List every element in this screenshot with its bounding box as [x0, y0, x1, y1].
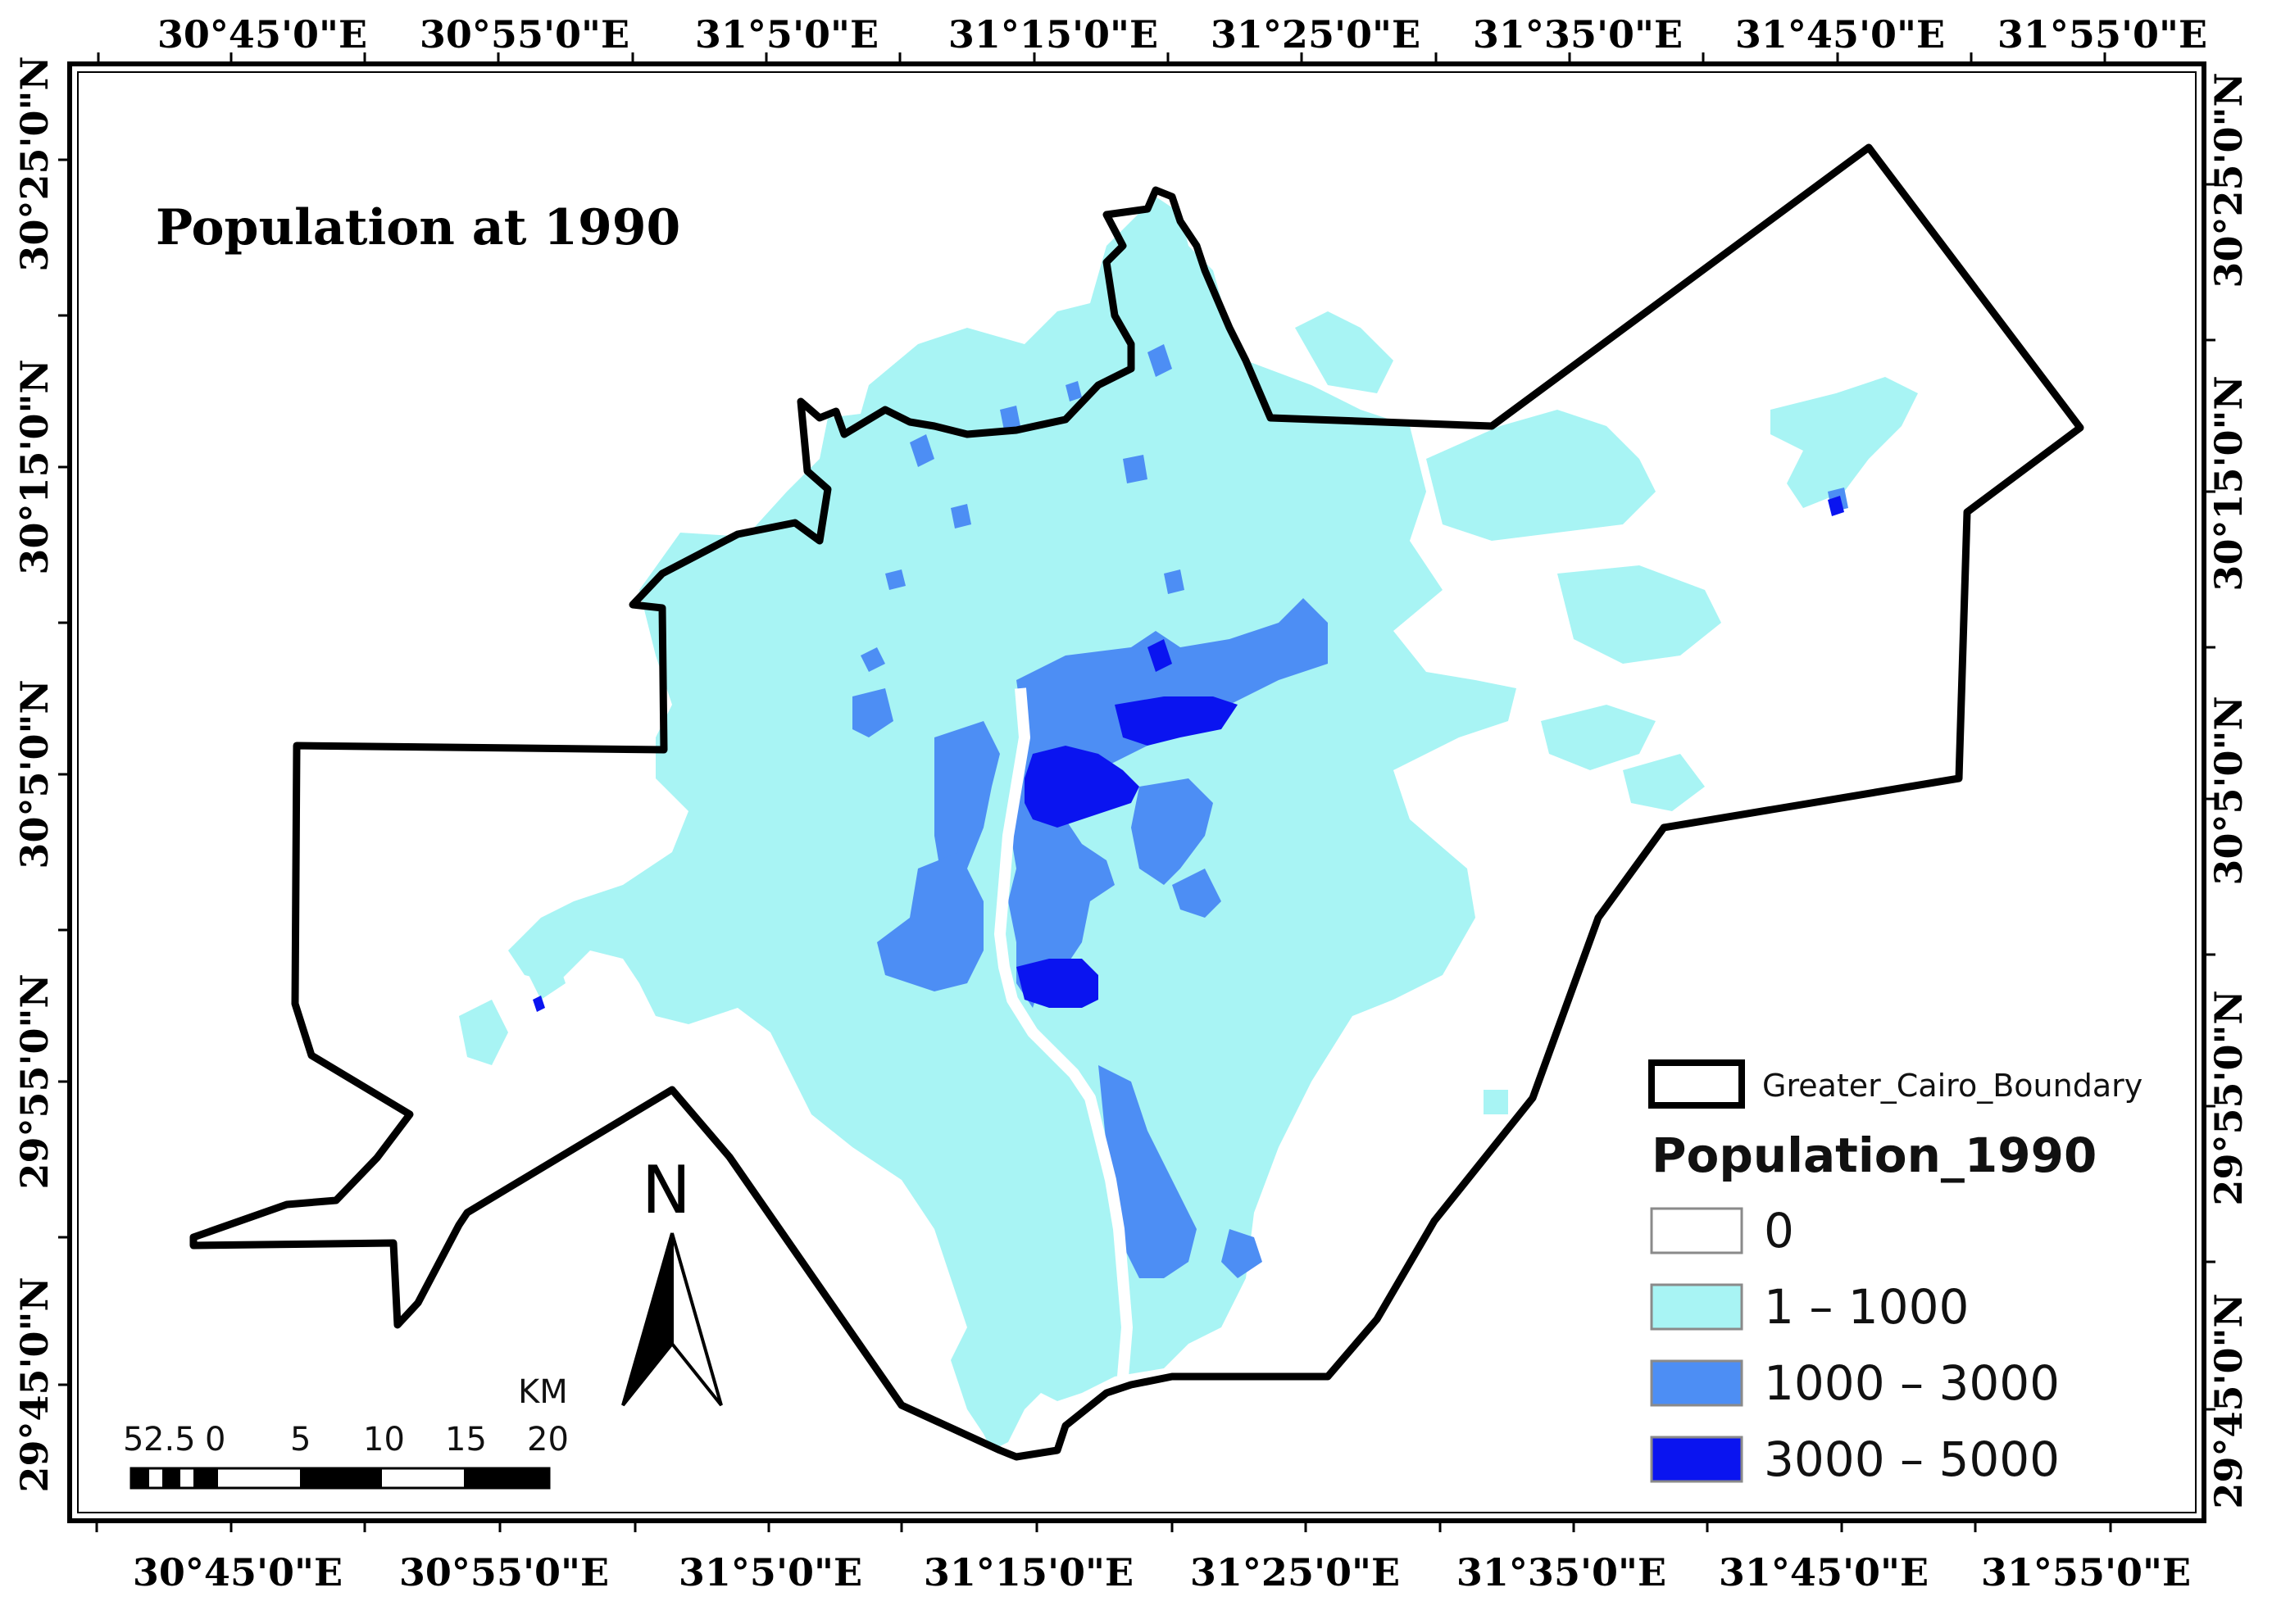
scale-label-5-left: 5: [123, 1421, 143, 1458]
left-latitude-labels: 30°25'0"N 30°15'0"N 30°5'0"N 29°55'0"N 29°45…: [12, 56, 57, 1492]
graticule-ticks: [58, 52, 2215, 1532]
legend-boundary-swatch: [1648, 1059, 1745, 1109]
greater-cairo-boundary: [189, 143, 2084, 1461]
right-lat-label: 30°5'0"N: [2206, 696, 2251, 885]
scale-label-5: 5: [290, 1421, 311, 1458]
legend-class-label: 1000 – 3000: [1764, 1355, 2060, 1411]
top-lon-label: 30°55'0"E: [420, 12, 629, 57]
left-lat-label: 30°25'0"N: [12, 56, 57, 271]
right-lat-label: 29°45'0"N: [2206, 1293, 2251, 1508]
legend-swatch: [1650, 1436, 1743, 1483]
left-lat-label: 29°55'0"N: [12, 973, 57, 1189]
legend-swatch: [1650, 1207, 1743, 1254]
scale-seg-1: [131, 1468, 149, 1488]
top-lon-label: 30°45'0"E: [157, 12, 367, 57]
map-outer-frame: [67, 61, 2206, 1523]
map-title: Population at 1990: [156, 199, 680, 256]
top-lon-label: 31°35'0"E: [1473, 12, 1683, 57]
bottom-lon-label: 31°35'0"E: [1456, 1550, 1666, 1595]
legend-swatch: [1650, 1359, 1743, 1407]
north-arrow: N: [621, 1152, 723, 1407]
bottom-lon-label: 31°5'0"E: [679, 1550, 862, 1595]
legend: Greater_Cairo_Boundary Population_1990 0…: [1648, 1059, 2142, 1487]
legend-title: Population_1990: [1652, 1127, 2097, 1183]
right-latitude-labels: 30°25'0"N 30°15'0"N 30°5'0"N 29°55'0"N 29°45…: [2206, 72, 2251, 1508]
top-longitude-labels: 30°45'0"E 30°55'0"E 31°5'0"E 31°15'0"E 31°25…: [157, 12, 2207, 57]
scale-label-10: 10: [363, 1421, 405, 1458]
left-lat-label: 29°45'0"N: [12, 1277, 57, 1492]
scale-label-20: 20: [527, 1421, 569, 1458]
north-arrow-label: N: [642, 1152, 691, 1228]
right-lat-label: 30°15'0"N: [2206, 375, 2251, 591]
scale-seg-5: [464, 1468, 549, 1488]
bottom-lon-label: 30°55'0"E: [399, 1550, 609, 1595]
scale-label-2-5: 2.5: [143, 1421, 196, 1458]
left-lat-label: 30°15'0"N: [12, 359, 57, 574]
legend-swatch: [1650, 1283, 1743, 1331]
scale-seg-3: [193, 1468, 218, 1488]
bottom-lon-label: 30°45'0"E: [133, 1550, 343, 1595]
population-class-1000-3000: [852, 344, 1848, 1278]
top-lon-label: 31°55'0"E: [1997, 12, 2207, 57]
legend-class-label: 3000 – 5000: [1764, 1431, 2060, 1487]
legend-class-label: 0: [1764, 1203, 1794, 1259]
right-lat-label: 30°25'0"N: [2206, 72, 2251, 288]
bottom-lon-label: 31°55'0"E: [1981, 1550, 2191, 1595]
scale-label-15: 15: [445, 1421, 487, 1458]
right-lat-label: 29°55'0"N: [2206, 990, 2251, 1205]
top-lon-label: 31°25'0"E: [1211, 12, 1420, 57]
scale-unit: KM: [518, 1373, 568, 1411]
bottom-lon-label: 31°15'0"E: [924, 1550, 1134, 1595]
top-lon-label: 31°45'0"E: [1735, 12, 1945, 57]
population-class-3000-5000: [533, 496, 1844, 1012]
bottom-longitude-labels: 30°45'0"E 30°55'0"E 31°5'0"E 31°15'0"E 31°25…: [133, 1550, 2191, 1595]
scale-bar: KM 5 2.5 0 5 10 15 20: [123, 1373, 569, 1490]
nile-river: [994, 687, 1133, 1377]
north-arrow-outline-icon: [670, 1232, 723, 1407]
map-inner-frame: [77, 71, 2197, 1513]
legend-boundary-label: Greater_Cairo_Boundary: [1762, 1068, 2142, 1104]
scale-seg-2: [162, 1468, 180, 1488]
legend-class-label: 1 – 1000: [1764, 1279, 1969, 1335]
legend-classes: 0 1 – 1000 1000 – 3000 3000 – 5000: [1650, 1203, 2060, 1487]
bottom-lon-label: 31°25'0"E: [1190, 1550, 1400, 1595]
bottom-lon-label: 31°45'0"E: [1719, 1550, 1929, 1595]
scale-seg-4: [300, 1468, 382, 1488]
left-lat-label: 30°5'0"N: [12, 679, 57, 869]
top-lon-label: 31°15'0"E: [948, 12, 1158, 57]
north-arrow-icon: [621, 1232, 674, 1407]
scale-label-0: 0: [205, 1421, 225, 1458]
top-lon-label: 31°5'0"E: [695, 12, 879, 57]
